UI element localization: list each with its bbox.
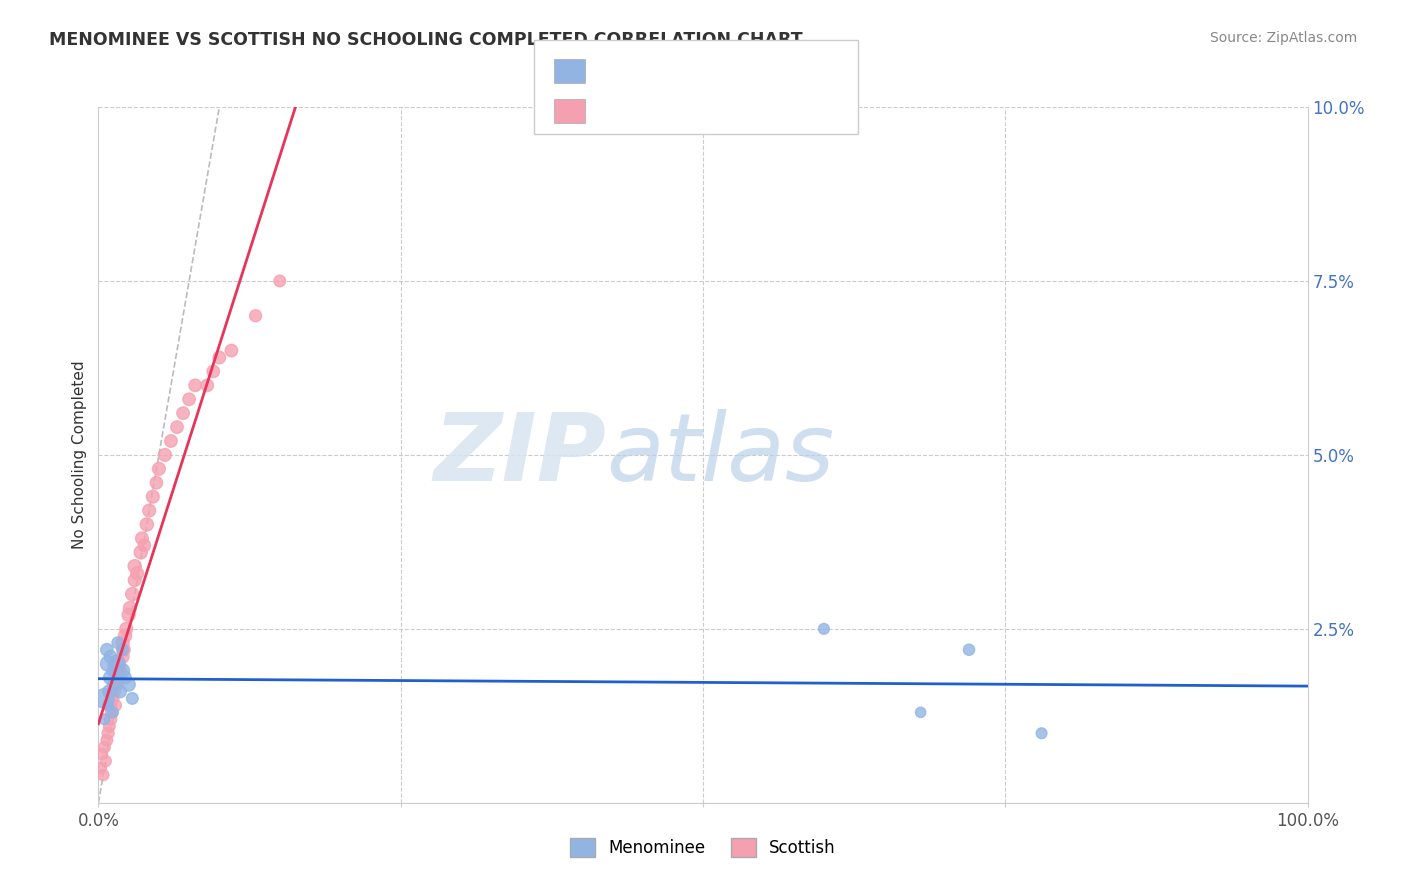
Point	[813, 622, 835, 636]
Point	[1031, 726, 1053, 740]
Point	[108, 664, 131, 678]
Point	[208, 351, 231, 365]
Point	[135, 517, 157, 532]
Point	[94, 754, 117, 768]
Point	[101, 691, 124, 706]
Point	[112, 642, 135, 657]
Point	[142, 490, 165, 504]
Point	[124, 573, 146, 587]
Point	[153, 448, 176, 462]
Point	[118, 601, 141, 615]
Point	[105, 657, 128, 671]
Point	[108, 657, 131, 671]
Point	[179, 392, 201, 407]
Point	[90, 761, 112, 775]
Point	[96, 733, 118, 747]
Point	[269, 274, 291, 288]
Point	[100, 706, 122, 720]
Point	[107, 636, 129, 650]
Point	[101, 706, 124, 720]
Text: MENOMINEE VS SCOTTISH NO SCHOOLING COMPLETED CORRELATION CHART: MENOMINEE VS SCOTTISH NO SCHOOLING COMPL…	[49, 31, 803, 49]
Point	[121, 691, 143, 706]
Text: R = 0.067: R = 0.067	[592, 62, 682, 80]
Point	[111, 636, 134, 650]
Point	[134, 538, 156, 552]
Text: N = 20: N = 20	[731, 62, 799, 80]
Text: N = 50: N = 50	[731, 103, 799, 120]
Point	[98, 684, 121, 698]
Point	[166, 420, 188, 434]
Point	[957, 642, 980, 657]
Text: R = 0.623: R = 0.623	[592, 103, 682, 120]
Point	[93, 691, 115, 706]
Point	[111, 649, 134, 664]
Point	[103, 677, 125, 691]
Point	[118, 677, 141, 691]
Point	[138, 503, 160, 517]
Point	[172, 406, 194, 420]
Point	[118, 607, 141, 622]
Point	[129, 545, 152, 559]
Point	[104, 698, 127, 713]
Point	[245, 309, 267, 323]
Point	[107, 671, 129, 685]
Point	[91, 747, 114, 761]
Point	[111, 642, 134, 657]
Point	[221, 343, 243, 358]
Point	[100, 712, 122, 726]
Point	[114, 671, 136, 685]
Point	[131, 532, 153, 546]
Point	[103, 684, 125, 698]
Point	[160, 434, 183, 448]
Point	[100, 698, 122, 713]
Point	[202, 364, 225, 378]
Point	[145, 475, 167, 490]
Point	[101, 664, 124, 678]
Text: ZIP: ZIP	[433, 409, 606, 501]
Point	[97, 698, 120, 713]
Point	[910, 706, 932, 720]
Point	[105, 657, 128, 671]
Point	[114, 629, 136, 643]
Point	[111, 664, 134, 678]
Point	[115, 622, 138, 636]
Point	[121, 587, 143, 601]
Point	[91, 768, 114, 782]
Point	[97, 726, 120, 740]
Point	[148, 462, 170, 476]
Point	[96, 642, 118, 657]
Point	[105, 677, 128, 691]
Point	[93, 740, 115, 755]
Y-axis label: No Schooling Completed: No Schooling Completed	[72, 360, 87, 549]
Point	[98, 719, 121, 733]
Point	[195, 378, 218, 392]
Point	[97, 657, 120, 671]
Point	[100, 649, 122, 664]
Point	[127, 566, 149, 581]
Legend: Menominee, Scottish: Menominee, Scottish	[564, 831, 842, 864]
Point	[108, 684, 131, 698]
Point	[93, 712, 115, 726]
Point	[184, 378, 207, 392]
Text: Source: ZipAtlas.com: Source: ZipAtlas.com	[1209, 31, 1357, 45]
Text: atlas: atlas	[606, 409, 835, 500]
Point	[100, 671, 122, 685]
Point	[124, 559, 146, 574]
